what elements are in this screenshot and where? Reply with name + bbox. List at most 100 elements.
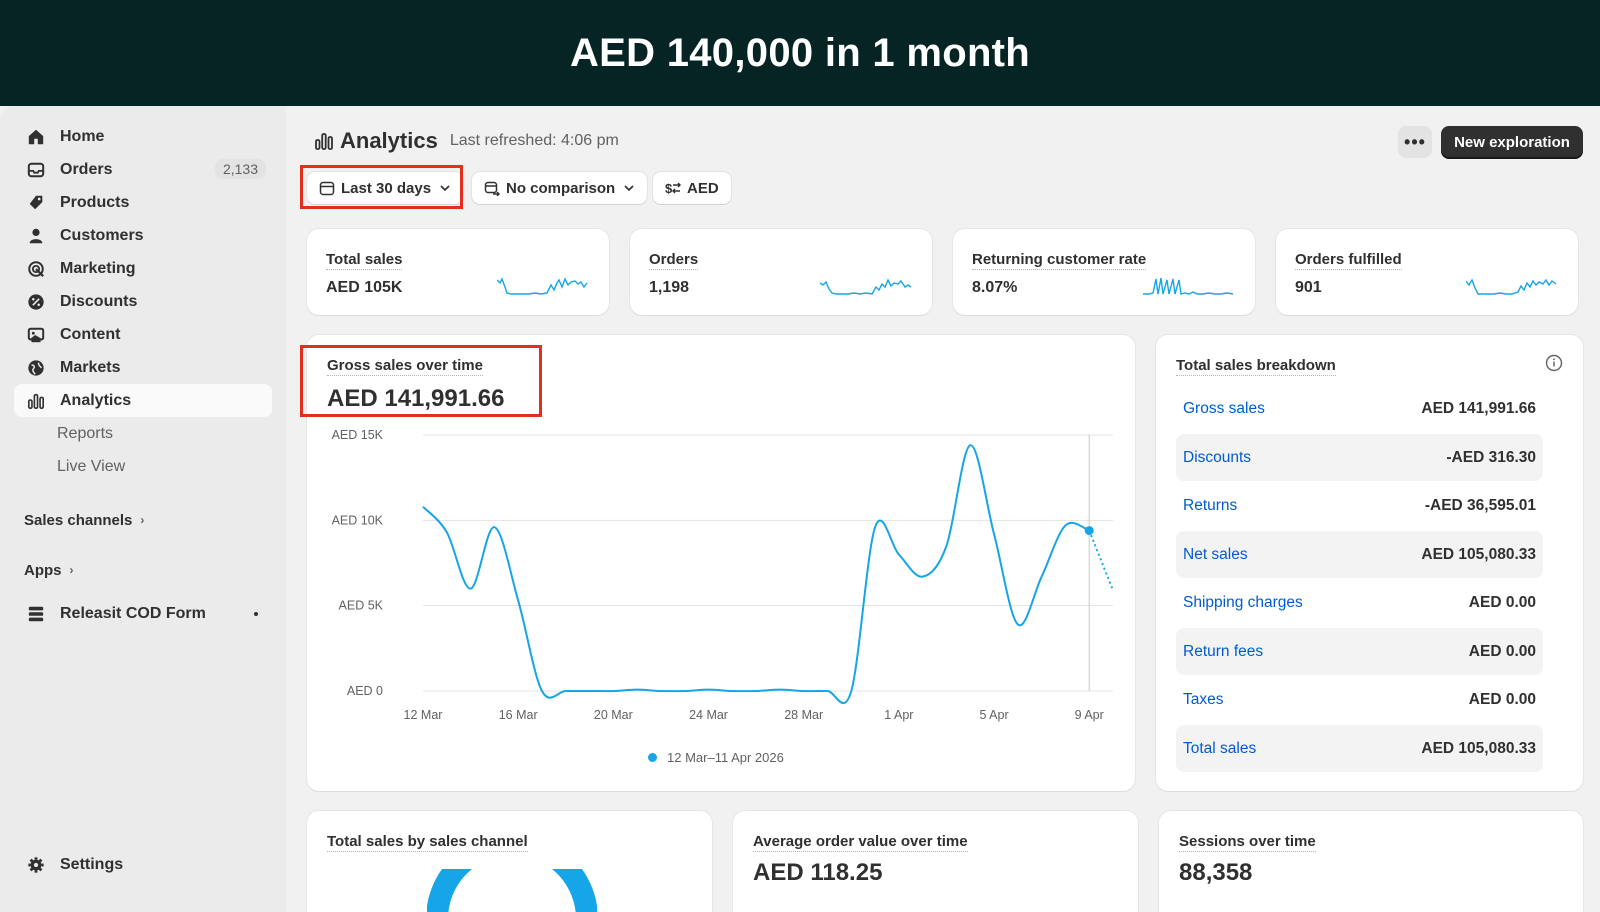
apps-section[interactable]: Apps › (14, 555, 272, 585)
breakdown-link[interactable]: Gross sales (1183, 399, 1265, 417)
target-icon (26, 259, 46, 279)
page-header: Analytics Last refreshed: 4:06 pm (314, 126, 619, 156)
breakdown-row-taxes: Taxes AED 0.00 (1176, 676, 1543, 723)
sparkline (820, 278, 912, 295)
page-title: Analytics (340, 128, 438, 153)
person-icon (26, 226, 46, 246)
sidebar-item-analytics[interactable]: Analytics (14, 384, 272, 417)
sidebar-item-marketing[interactable]: Marketing (14, 252, 272, 285)
sales-channels-section[interactable]: Sales channels › (14, 505, 272, 535)
more-actions-button[interactable]: ••• (1398, 126, 1432, 158)
discount-icon (26, 292, 46, 312)
y-tick-label: AED 5K (339, 599, 384, 613)
comparison-label: No comparison (506, 179, 616, 197)
orders-count-badge: 2,133 (214, 159, 266, 179)
currency-exchange-icon: $ (665, 181, 681, 196)
breakdown-row-gross-sales: Gross sales AED 141,991.66 (1176, 385, 1543, 432)
chart-legend[interactable]: 12 Mar–11 Apr 2026 (648, 750, 784, 765)
sidebar-subitem-reports[interactable]: Reports (57, 424, 114, 442)
x-tick-label: 20 Mar (594, 708, 633, 722)
chevron-down-icon (440, 185, 450, 192)
sidebar-item-label: Home (60, 127, 105, 145)
admin-app: Home Orders 2,133 Products Customers Mar… (0, 106, 1600, 912)
breakdown-link[interactable]: Returns (1183, 496, 1238, 514)
banner-headline: AED 140,000 in 1 month (569, 31, 1031, 75)
sidebar-item-orders[interactable]: Orders 2,133 (14, 153, 272, 186)
new-exploration-button[interactable]: New exploration (1441, 126, 1583, 159)
sidebar-item-customers[interactable]: Customers (14, 219, 272, 252)
breakdown-row-shipping-charges: Shipping charges AED 0.00 (1176, 579, 1543, 626)
sidebar-item-label: Customers (60, 226, 144, 244)
breakdown-value: AED 105,080.33 (1421, 545, 1536, 563)
series-line-partial[interactable] (1088, 530, 1114, 591)
breakdown-value: AED 0.00 (1468, 642, 1536, 660)
apps-label: Apps (24, 561, 62, 579)
date-range-label: Last 30 days (341, 179, 432, 197)
tag-icon (26, 193, 46, 213)
sidebar-item-settings[interactable]: Settings (14, 848, 272, 881)
sidebar-item-content[interactable]: Content (14, 318, 272, 351)
x-tick-label: 5 Apr (979, 708, 1008, 722)
currency-picker[interactable]: $ AED (653, 172, 731, 204)
kpi-label: Orders (649, 251, 699, 270)
y-tick-label: AED 0 (347, 684, 383, 698)
breakdown-row-returns: Returns -AED 36,595.01 (1176, 482, 1543, 529)
app-stack-icon (26, 604, 46, 624)
sidebar-item-releasit-cod-form[interactable]: Releasit COD Form (14, 597, 272, 630)
kpi-value: AED 105K (326, 279, 403, 296)
sidebar-item-home[interactable]: Home (14, 120, 272, 153)
sparkline (1466, 278, 1557, 295)
breakdown-row-total-sales: Total sales AED 105,080.33 (1176, 725, 1543, 772)
hover-point[interactable] (1084, 526, 1094, 536)
sales-channels-label: Sales channels (24, 511, 133, 529)
breakdown-link[interactable]: Taxes (1183, 690, 1224, 708)
gross-sales-line-chart[interactable]: AED 0 AED 5K AED 10K AED 15K 12 Mar 16 Mar 20 … (307, 335, 1135, 791)
donut-chart[interactable] (427, 869, 597, 912)
card-title: Total sales by sales channel (327, 833, 528, 852)
gear-icon (26, 855, 46, 875)
content-icon (26, 325, 46, 345)
kpi-card-orders-fulfilled[interactable]: Orders fulfilled 901 (1276, 229, 1578, 315)
breakdown-value: -AED 36,595.01 (1424, 496, 1536, 514)
legend-label: 12 Mar–11 Apr 2026 (667, 750, 784, 765)
globe-icon (26, 358, 46, 378)
x-tick-label: 28 Mar (784, 708, 823, 722)
sidebar-item-label: Releasit COD Form (60, 604, 206, 622)
x-tick-label: 9 Apr (1075, 708, 1104, 722)
breakdown-value: AED 105,080.33 (1421, 739, 1536, 757)
chevron-right-icon: › (140, 513, 145, 527)
analytics-icon (26, 391, 46, 411)
sidebar-item-label: Marketing (60, 259, 136, 277)
average-order-value-card: Average order value over time AED 118.25 (733, 811, 1138, 912)
sidebar: Home Orders 2,133 Products Customers Mar… (0, 106, 286, 912)
breakdown-link[interactable]: Net sales (1183, 545, 1248, 563)
gross-sales-value: AED 141,991.66 (327, 385, 505, 412)
series-line[interactable] (422, 444, 1090, 705)
breakdown-link[interactable]: Shipping charges (1183, 593, 1303, 611)
sparkline (497, 277, 588, 295)
date-range-picker[interactable]: Last 30 days (307, 172, 464, 204)
breakdown-link[interactable]: Discounts (1183, 448, 1252, 466)
kpi-label: Total sales (326, 251, 403, 270)
info-icon[interactable] (1545, 354, 1563, 372)
kpi-card-total-sales[interactable]: Total sales AED 105K (307, 229, 609, 315)
kpi-card-orders[interactable]: Orders 1,198 (630, 229, 932, 315)
sparkline (1143, 277, 1234, 295)
card-value: 88,358 (1179, 859, 1253, 886)
breakdown-link[interactable]: Total sales (1183, 739, 1257, 757)
calendar-compare-icon (484, 181, 500, 196)
kpi-label: Returning customer rate (972, 251, 1147, 270)
sidebar-item-discounts[interactable]: Discounts (14, 285, 272, 318)
sidebar-item-products[interactable]: Products (14, 186, 272, 219)
sidebar-item-label: Products (60, 193, 130, 211)
sidebar-subitem-live-view[interactable]: Live View (57, 457, 126, 475)
gross-sales-card: Gross sales over time AED 141,991.66 AED… (307, 335, 1135, 791)
card-value: AED 118.25 (753, 859, 883, 886)
sidebar-item-markets[interactable]: Markets (14, 351, 272, 384)
kpi-card-returning-customer-rate[interactable]: Returning customer rate 8.07% (953, 229, 1255, 315)
unread-dot (254, 612, 258, 616)
breakdown-link[interactable]: Return fees (1183, 642, 1264, 660)
breakdown-value: -AED 316.30 (1446, 448, 1536, 466)
x-tick-label: 1 Apr (884, 708, 913, 722)
comparison-picker[interactable]: No comparison (472, 172, 648, 204)
